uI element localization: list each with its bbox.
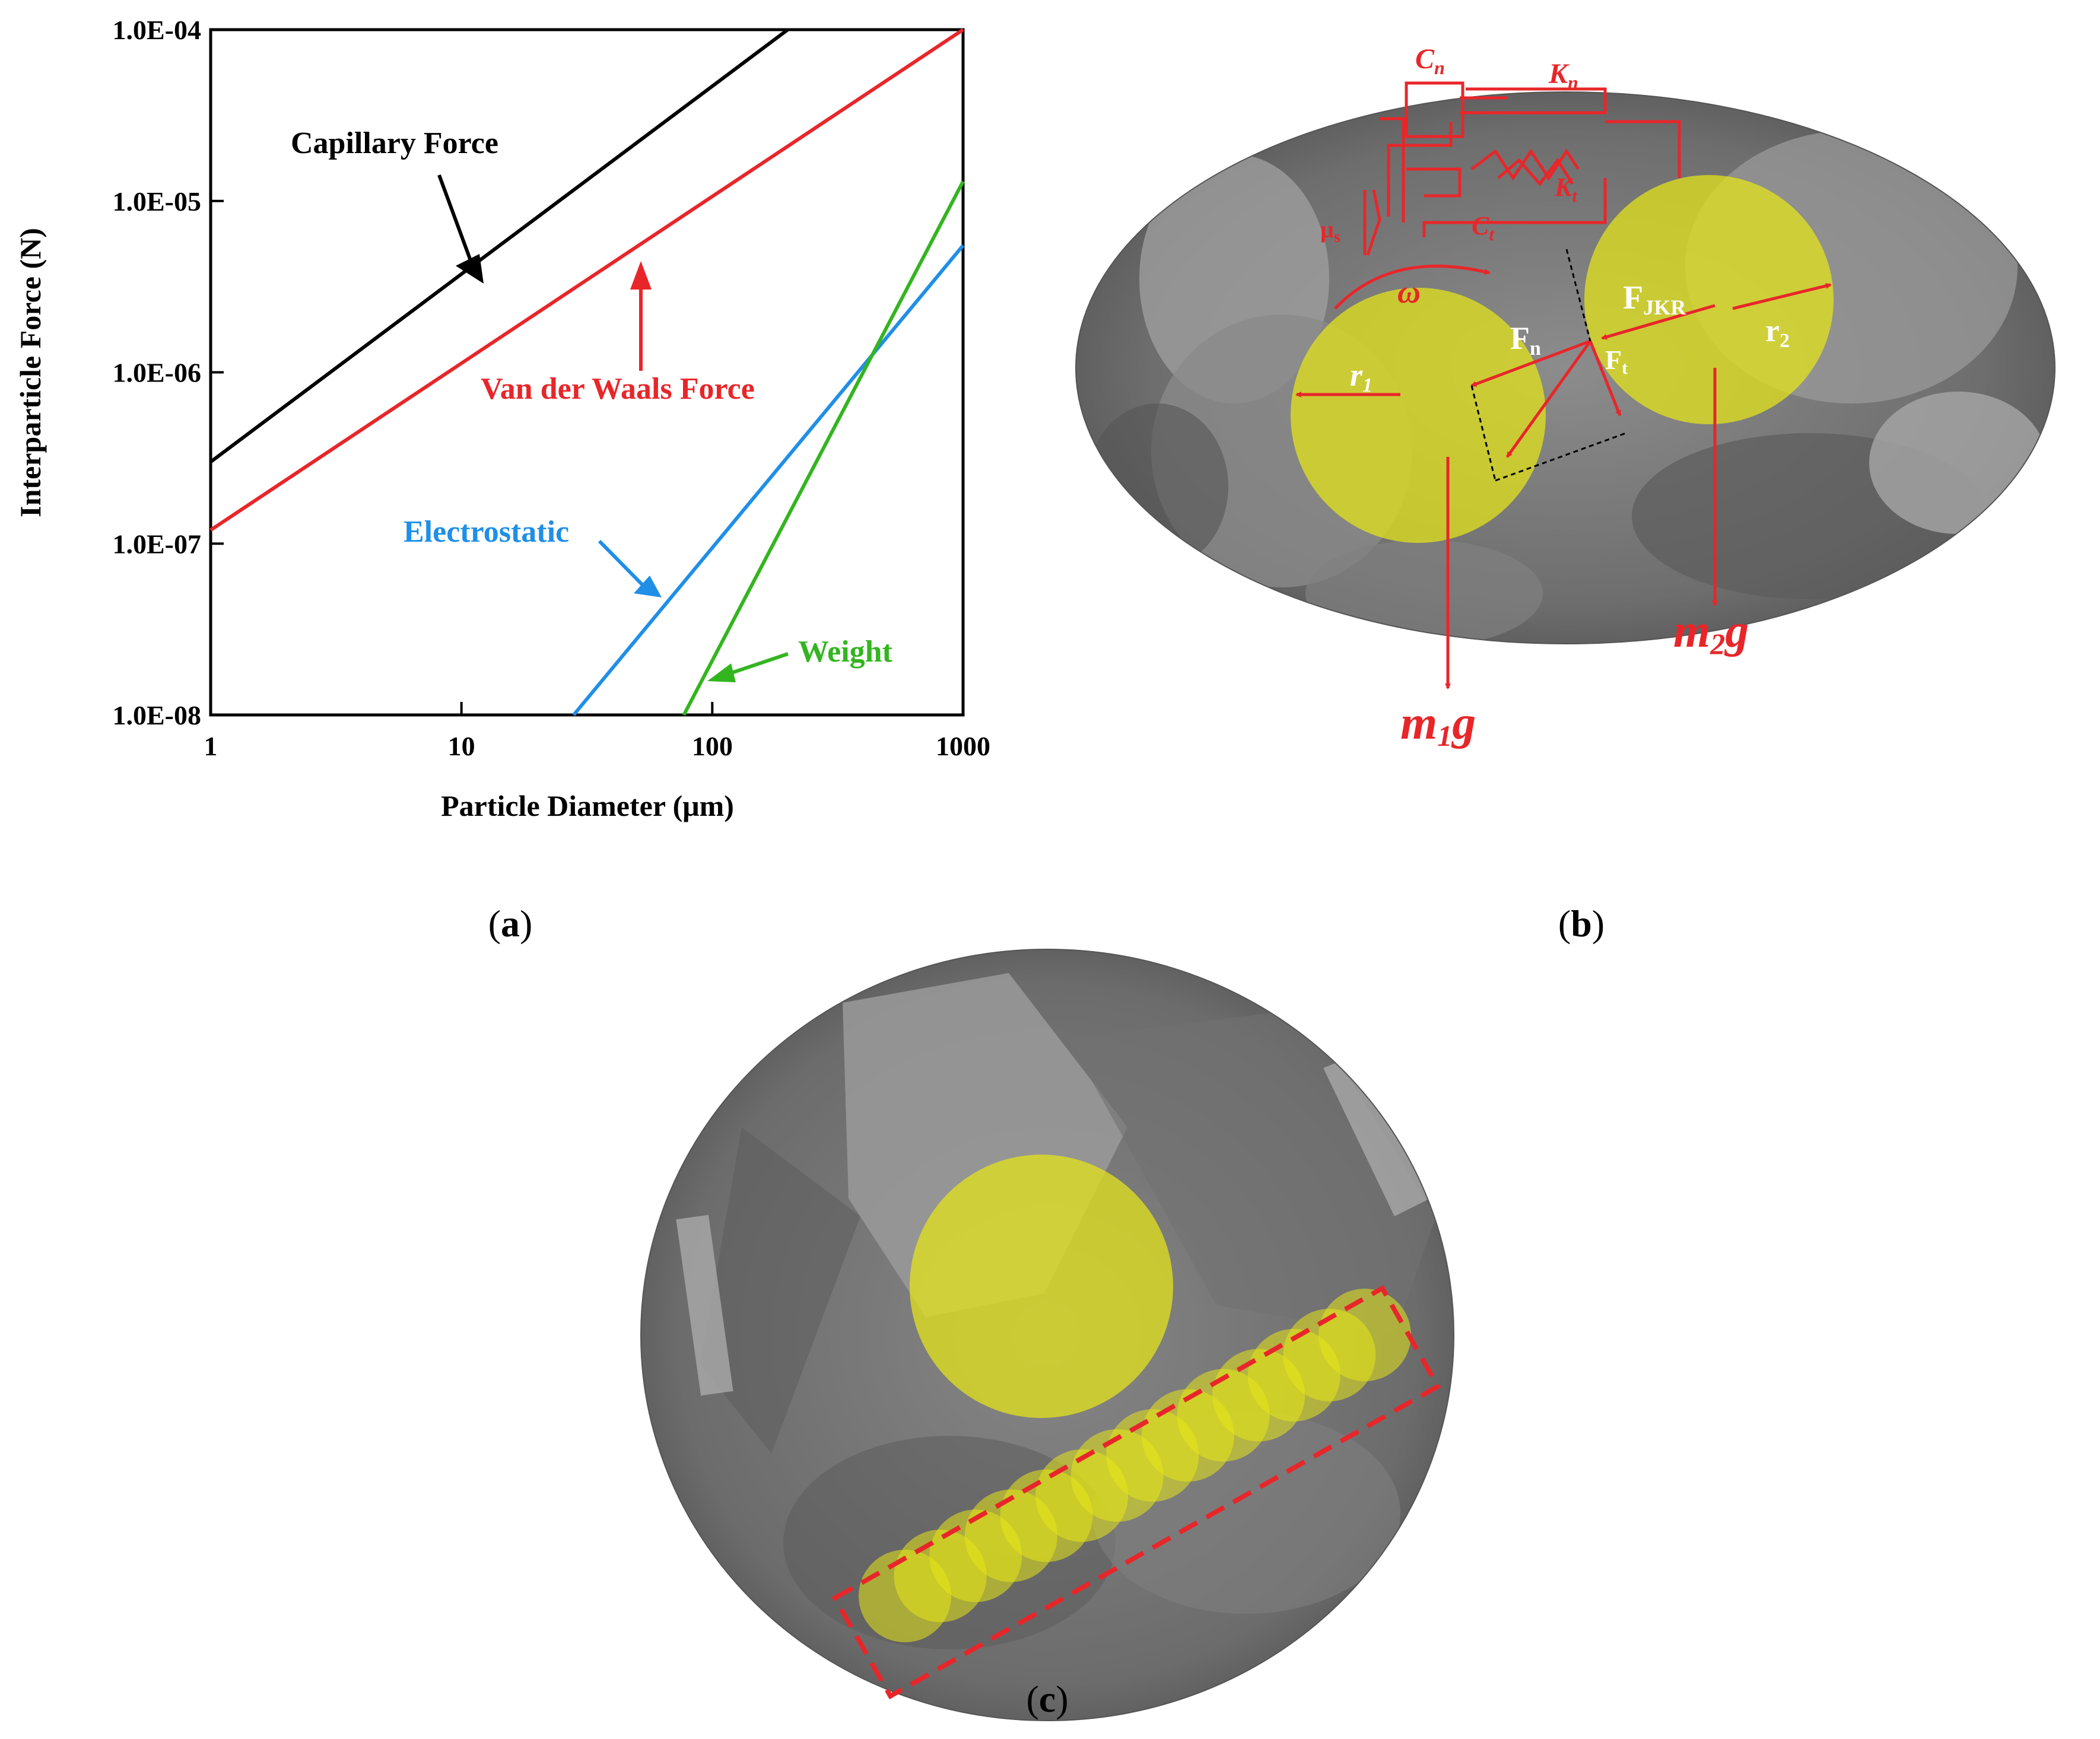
label-mus: μs: [1320, 216, 1340, 246]
y-axis-ticks: 1.0E-08 1.0E-07 1.0E-06 1.0E-05 1.0E-04: [113, 15, 224, 730]
resultant-vector: [1505, 340, 1592, 458]
single-particle: [910, 1155, 1173, 1418]
chain-particle: [1319, 1289, 1411, 1381]
label-r2: r2: [1765, 313, 1790, 352]
dashed-construction: [1470, 249, 1626, 482]
label-ct: Ct: [1472, 211, 1495, 244]
y-axis-label: Interparticle Force (N): [14, 228, 47, 517]
x-tick-label: 100: [692, 731, 733, 761]
y-tick-label: 1.0E-05: [113, 186, 202, 217]
arrow-weight: [729, 652, 789, 675]
arrow-capillary-force: [437, 174, 476, 273]
force-vectors: [1295, 265, 1832, 689]
label-electrostatic: Electrostatic: [404, 515, 569, 549]
arrow-electrostatic: [598, 539, 644, 586]
ft-vector: [1588, 341, 1622, 417]
label-fn: Fn: [1510, 320, 1541, 360]
fjkr-vector: [1601, 304, 1715, 340]
panel-label-b: (b): [1558, 902, 1605, 945]
arrowhead-capillary-force: [456, 254, 484, 284]
label-cn: Cn: [1415, 43, 1445, 78]
diagram-b-labels: Cn Kn Kt Ct μs ω FJKR Fn Ft r1 r2 m1g m2…: [1320, 43, 1790, 752]
chain-bounding-box: [831, 1285, 1441, 1700]
label-ft: Ft: [1605, 345, 1628, 378]
x-tick-label: 1000: [936, 731, 990, 761]
label-m2g: m2g: [1673, 605, 1749, 660]
series-line-capillary-force: [209, 28, 789, 463]
label-kt: Kt: [1554, 173, 1578, 206]
label-weight: Weight: [798, 635, 893, 669]
series-lines: [209, 28, 965, 716]
label-fjkr: FJKR: [1623, 279, 1686, 319]
panel-label-a: (a): [488, 902, 533, 945]
series-line-electrostatic: [572, 244, 965, 716]
y-tick-label: 1.0E-04: [113, 15, 202, 45]
chart-panel-a: 1 10 100 1000 1.0E-081.0E-071.0E-061.0E-051…: [14, 15, 990, 822]
x-axis-ticks: 1 10 100 1000: [204, 702, 990, 761]
sem-image-b: Cn Kn Kt Ct μs ω FJKR Fn Ft r1 r2 m1g m2…: [1075, 43, 2055, 752]
y-tick-label: 1.0E-07: [113, 529, 202, 559]
series-line-weight: [682, 180, 965, 716]
fn-vector: [1470, 339, 1591, 387]
y-tick-label: 1.0E-06: [113, 358, 202, 388]
y-tick-label: 1.0E-08: [113, 700, 202, 730]
label-van-der-waals-force: Van der Waals Force: [481, 372, 755, 406]
arrowhead-electrostatic: [634, 576, 662, 597]
label-capillary-force: Capillary Force: [291, 126, 498, 160]
sem-image-c: [640, 949, 1454, 1721]
r2-vector: [1732, 283, 1832, 310]
label-m1g: m1g: [1400, 697, 1476, 752]
omega-arrow: [1334, 265, 1491, 310]
contact-model-schematic: [1363, 81, 1681, 256]
arrowhead-weight: [707, 663, 736, 682]
particle-1: [1291, 288, 1546, 543]
particle-chain: [859, 1289, 1411, 1642]
x-tick-label: 10: [448, 731, 475, 761]
label-r1: r1: [1350, 357, 1373, 396]
particle-2: [1584, 175, 1834, 424]
plot-frame: [209, 28, 965, 717]
series-line-van-der-waals-force: [209, 28, 964, 532]
label-omega: ω: [1397, 274, 1421, 310]
arrowhead-van-der-waals-force: [630, 261, 652, 290]
x-tick-label: 1: [204, 731, 218, 761]
x-axis-label: Particle Diameter (μm): [441, 789, 734, 822]
panel-label-c: (c): [1026, 1678, 1068, 1720]
label-kn: Kn: [1548, 58, 1578, 93]
